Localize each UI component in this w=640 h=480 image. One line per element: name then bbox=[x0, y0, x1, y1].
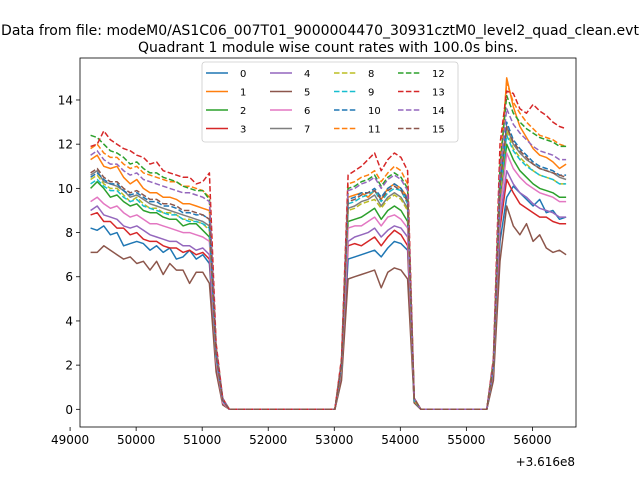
x-tick-label: 54000 bbox=[381, 433, 419, 447]
x-tick-label: 51000 bbox=[183, 433, 221, 447]
y-tick-label: 2 bbox=[65, 359, 73, 373]
legend-label-4: 4 bbox=[304, 69, 310, 80]
legend-label-13: 13 bbox=[432, 88, 445, 99]
legend-label-0: 0 bbox=[240, 69, 246, 80]
x-tick-label: 55000 bbox=[447, 433, 485, 447]
legend-label-15: 15 bbox=[432, 125, 445, 136]
y-tick-label: 14 bbox=[58, 93, 73, 107]
x-tick-label: 50000 bbox=[117, 433, 155, 447]
y-tick-label: 8 bbox=[65, 226, 73, 240]
y-tick-label: 10 bbox=[58, 182, 73, 196]
legend-label-7: 7 bbox=[304, 125, 310, 136]
x-offset-label: +3.616e8 bbox=[516, 455, 575, 469]
legend-label-8: 8 bbox=[368, 69, 374, 80]
x-tick-label: 53000 bbox=[315, 433, 353, 447]
x-tick-label: 52000 bbox=[249, 433, 287, 447]
plot-lines bbox=[90, 77, 567, 411]
figure-suptitle: Data from file: modeM0/AS1C06_007T01_900… bbox=[1, 23, 639, 39]
y-tick-label: 6 bbox=[65, 270, 73, 284]
x-tick-label: 56000 bbox=[513, 433, 551, 447]
legend-label-9: 9 bbox=[368, 88, 374, 99]
series-line-6 bbox=[90, 152, 567, 411]
y-tick-label: 12 bbox=[58, 138, 73, 152]
legend-label-2: 2 bbox=[240, 106, 246, 117]
x-tick-label: 49000 bbox=[51, 433, 89, 447]
legend-label-1: 1 bbox=[240, 88, 246, 99]
legend-label-11: 11 bbox=[368, 125, 381, 136]
legend-label-3: 3 bbox=[240, 125, 246, 136]
legend-box bbox=[201, 61, 459, 143]
series-line-15 bbox=[90, 125, 567, 411]
y-tick-label: 0 bbox=[65, 403, 73, 417]
series-line-2 bbox=[90, 143, 567, 411]
y-axis: 0 2 4 6 8 10 12 14 bbox=[58, 93, 80, 417]
legend-label-14: 14 bbox=[432, 106, 445, 117]
legend-label-12: 12 bbox=[432, 69, 445, 80]
legend-label-10: 10 bbox=[368, 106, 381, 117]
legend-label-5: 5 bbox=[304, 88, 310, 99]
y-tick-label: 4 bbox=[65, 314, 73, 328]
legend-label-6: 6 bbox=[304, 106, 310, 117]
chart-title: Quadrant 1 module wise count rates with … bbox=[138, 40, 518, 56]
plot-frame bbox=[79, 57, 577, 428]
x-axis: 49000 50000 51000 52000 53000 54000 55000 56000 bbox=[51, 427, 552, 447]
